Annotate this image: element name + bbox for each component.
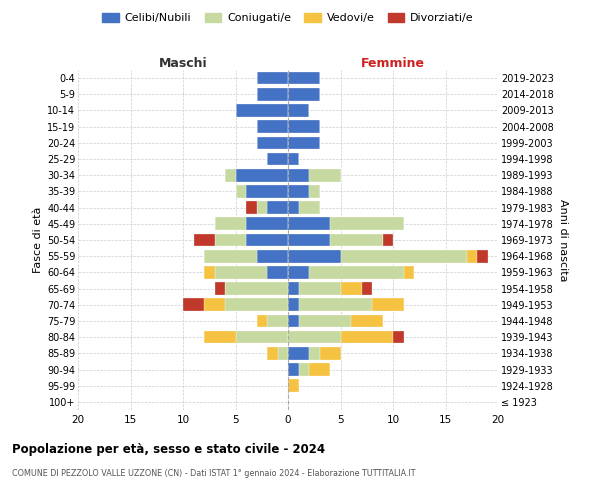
Bar (351, 314, 383, 328)
Text: COMUNE DI PEZZOLO VALLE UZZONE (CN) - Dati ISTAT 1° gennaio 2024 - Elaborazione : COMUNE DI PEZZOLO VALLE UZZONE (CN) - Da… (12, 469, 415, 478)
Bar (235, 331, 288, 344)
Bar (309, 266, 404, 278)
Bar (288, 202, 299, 214)
Bar (257, 88, 288, 101)
Bar (299, 202, 320, 214)
Bar (341, 250, 467, 262)
Bar (288, 218, 330, 230)
Bar (277, 347, 288, 360)
Bar (288, 331, 341, 344)
Bar (288, 347, 309, 360)
Bar (204, 266, 215, 278)
Text: Popolazione per età, sesso e stato civile - 2024: Popolazione per età, sesso e stato civil… (12, 442, 325, 456)
Bar (257, 202, 267, 214)
Bar (267, 266, 288, 278)
Legend: Celibi/Nubili, Coniugati/e, Vedovi/e, Divorziati/e: Celibi/Nubili, Coniugati/e, Vedovi/e, Di… (98, 8, 478, 28)
Bar (257, 120, 288, 133)
Bar (288, 185, 309, 198)
Bar (215, 282, 225, 295)
Bar (267, 202, 288, 214)
Bar (288, 104, 309, 117)
Bar (288, 88, 320, 101)
Bar (299, 282, 341, 295)
Bar (225, 282, 288, 295)
Bar (330, 234, 383, 246)
Bar (288, 314, 299, 328)
Bar (288, 380, 299, 392)
Bar (288, 120, 320, 133)
Bar (393, 331, 404, 344)
Bar (288, 169, 309, 181)
Bar (309, 169, 341, 181)
Bar (215, 218, 246, 230)
Bar (477, 250, 487, 262)
Bar (309, 363, 330, 376)
Bar (288, 136, 320, 149)
Bar (225, 298, 288, 311)
Bar (309, 185, 320, 198)
Bar (246, 202, 257, 214)
Bar (404, 266, 414, 278)
Bar (215, 266, 267, 278)
Bar (288, 152, 299, 166)
Bar (383, 234, 393, 246)
Bar (288, 363, 299, 376)
Bar (204, 298, 225, 311)
Bar (288, 234, 330, 246)
Bar (235, 185, 246, 198)
Bar (257, 136, 288, 149)
Bar (320, 347, 341, 360)
Bar (288, 266, 309, 278)
Bar (257, 314, 267, 328)
Bar (257, 250, 288, 262)
Bar (215, 234, 246, 246)
Bar (288, 72, 320, 85)
Bar (246, 185, 288, 198)
Y-axis label: Fasce di età: Fasce di età (32, 207, 43, 273)
Bar (467, 250, 477, 262)
Text: Maschi: Maschi (158, 57, 208, 70)
Bar (225, 169, 235, 181)
Y-axis label: Anni di nascita: Anni di nascita (558, 198, 568, 281)
Bar (183, 298, 204, 311)
Bar (193, 234, 215, 246)
Bar (299, 298, 372, 311)
Bar (246, 234, 288, 246)
Bar (204, 331, 235, 344)
Bar (288, 298, 299, 311)
Bar (361, 282, 372, 295)
Bar (257, 72, 288, 85)
Bar (246, 218, 288, 230)
Bar (299, 363, 309, 376)
Bar (235, 169, 288, 181)
Bar (299, 314, 351, 328)
Bar (330, 218, 404, 230)
Bar (235, 104, 288, 117)
Bar (372, 298, 404, 311)
Bar (204, 250, 257, 262)
Text: Femmine: Femmine (361, 57, 425, 70)
Bar (341, 331, 393, 344)
Bar (288, 282, 299, 295)
Bar (288, 250, 341, 262)
Bar (341, 282, 361, 295)
Bar (267, 347, 277, 360)
Bar (309, 347, 320, 360)
Bar (267, 152, 288, 166)
Bar (267, 314, 288, 328)
